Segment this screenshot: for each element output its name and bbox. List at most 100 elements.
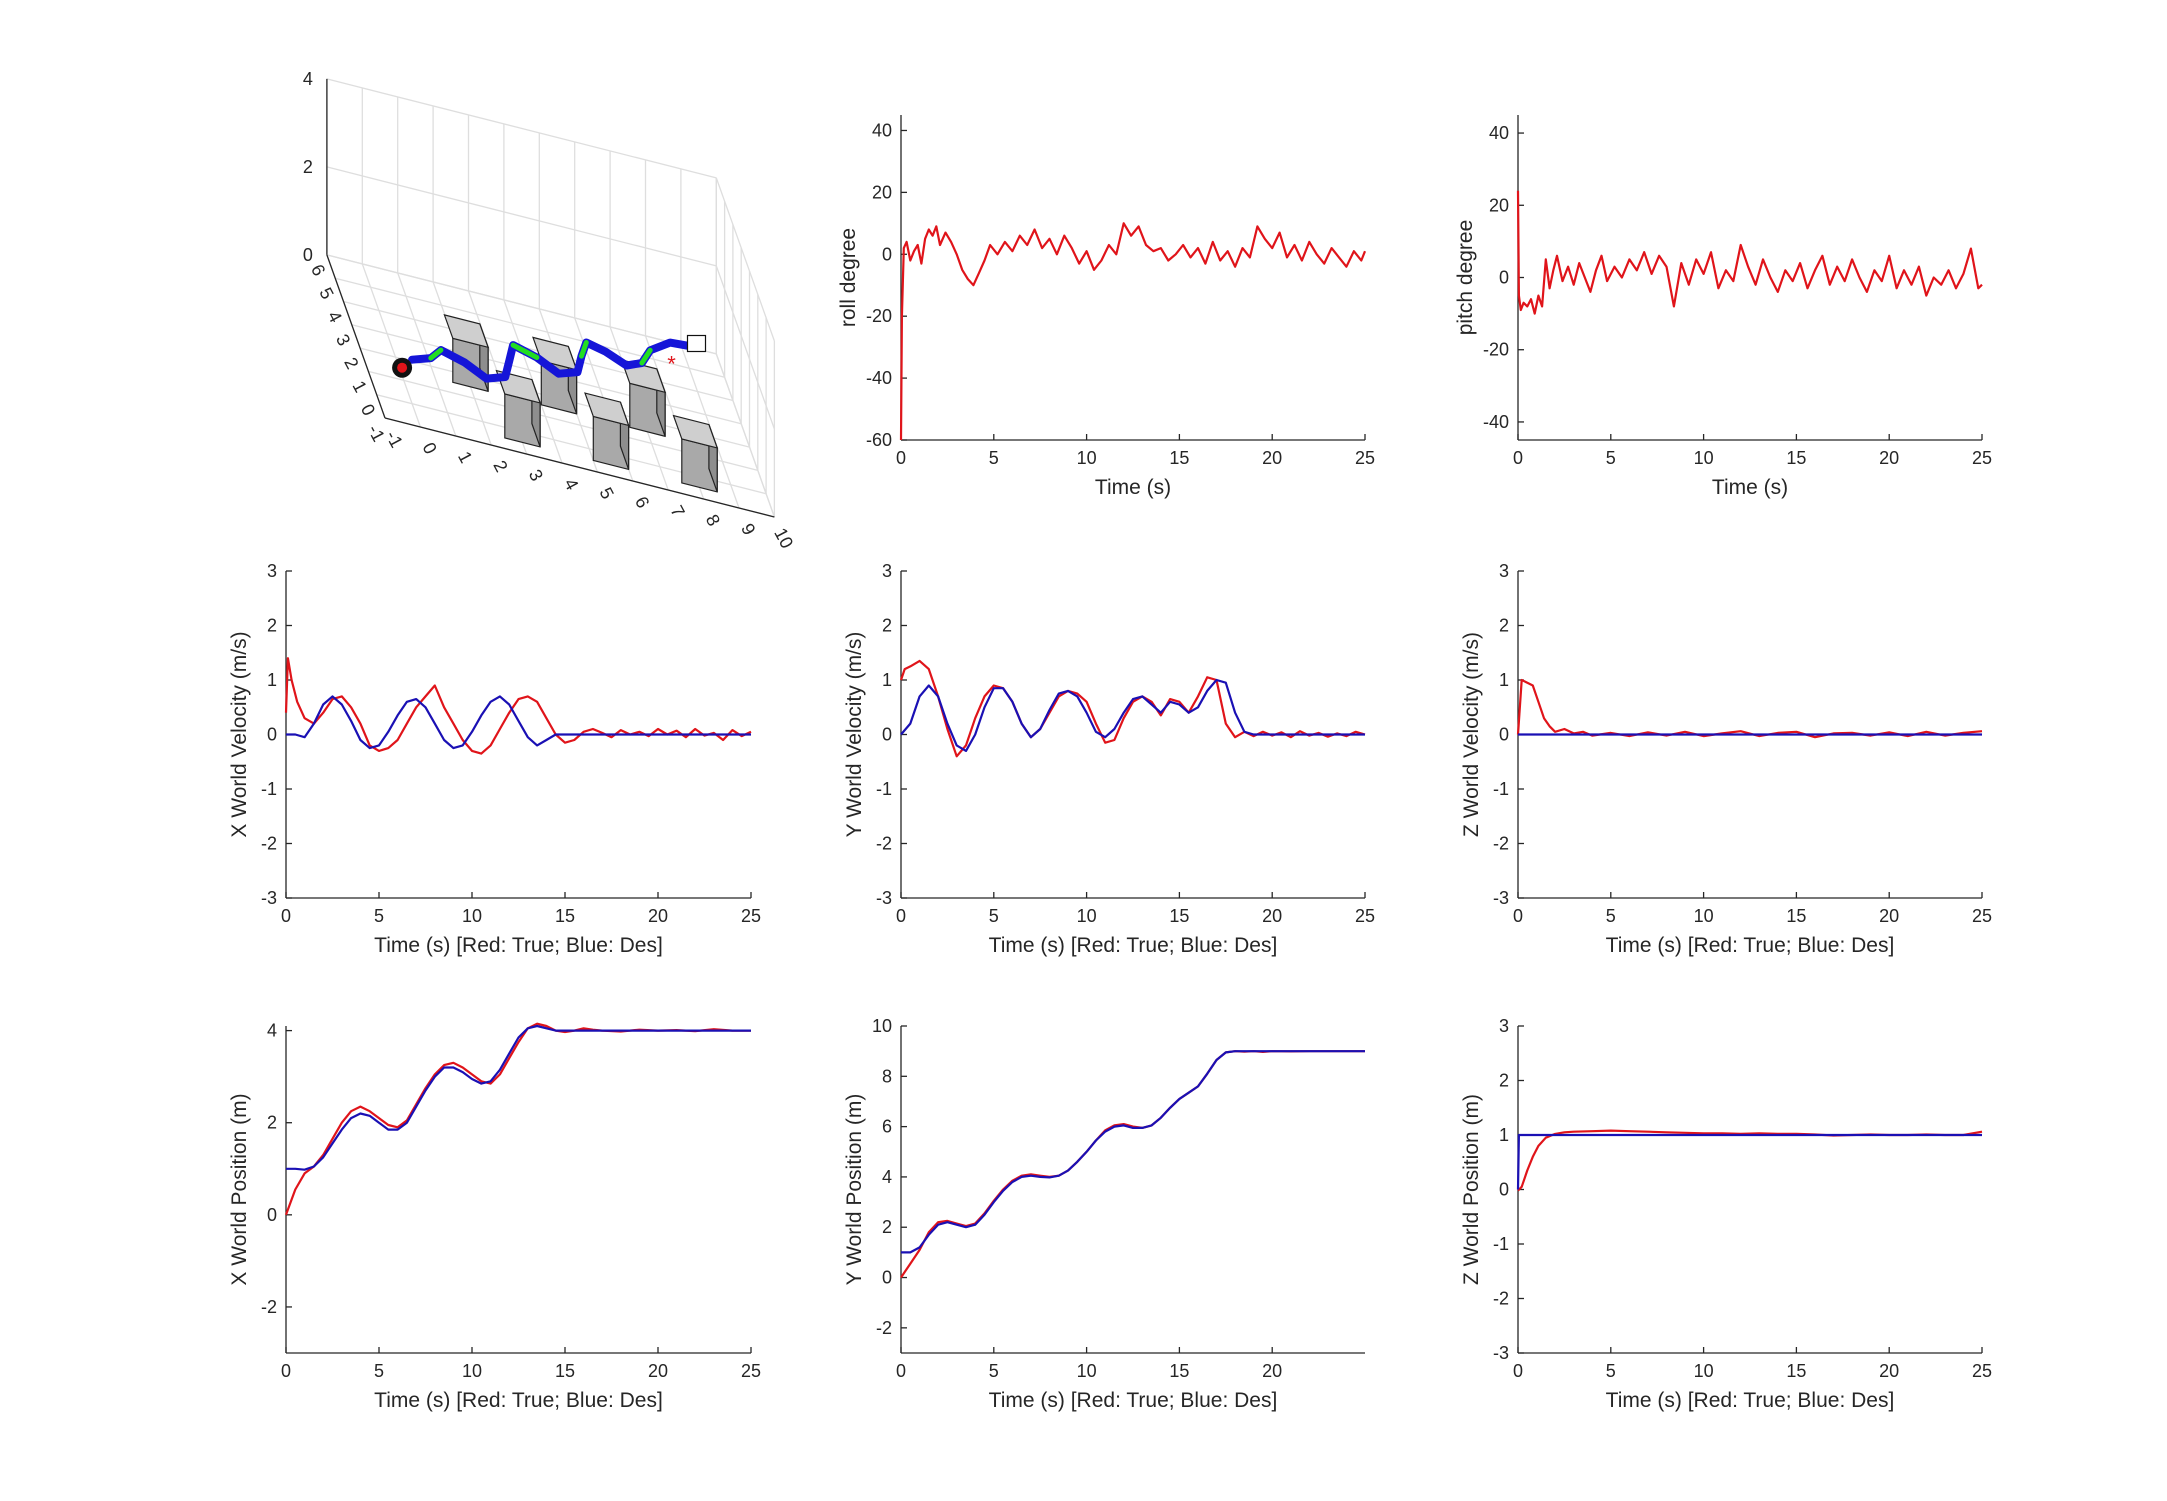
x-tick-label: 10 — [462, 1361, 482, 1381]
y-tick-label: 2 — [1499, 1071, 1509, 1091]
x-tick-label: 20 — [1262, 906, 1282, 926]
y-tick-label: 20 — [872, 182, 892, 202]
series-line-desired — [286, 1024, 751, 1171]
y-axis-label: Z World Position (m) — [1460, 1094, 1483, 1285]
y-tick-label: -2 — [1493, 1289, 1509, 1309]
y-tick-label: 1 — [1499, 670, 1509, 690]
y-tick-label: 1 — [1499, 1125, 1509, 1145]
y-tick-label: 2 — [882, 616, 892, 636]
y-tick-label: 2 — [267, 616, 277, 636]
x-tick-label: 10 — [1694, 906, 1714, 926]
x-tick-label: 15 — [1169, 906, 1189, 926]
obstacle-top — [672, 414, 719, 449]
y-axis-label: Y World Position (m) — [843, 1094, 866, 1286]
grid-line — [335, 277, 725, 378]
waypoint-segment — [579, 340, 589, 359]
y-tick-label: -3 — [1493, 1343, 1509, 1363]
y-tick-label: 3 — [1499, 561, 1509, 581]
goal-box — [686, 334, 707, 353]
x-tick-label: 15 — [1169, 448, 1189, 468]
grid-line — [326, 254, 717, 355]
y-axis-label: Y World Velocity (m/s) — [843, 632, 866, 838]
x-tick-label: 5 — [989, 448, 999, 468]
x-tick-label: 5 — [315, 284, 337, 302]
y-tick-label: 2 — [267, 1113, 277, 1133]
y-tick-label: 8 — [882, 1066, 892, 1086]
y-tick-label: -40 — [1483, 412, 1509, 432]
x-tick-label: 25 — [1972, 1361, 1992, 1381]
y-tick-label: -1 — [876, 779, 892, 799]
x-tick-label: 20 — [1262, 1361, 1282, 1381]
y-tick-label: 0 — [1499, 1180, 1509, 1200]
y-tick-label: 3 — [1499, 1016, 1509, 1036]
x-tick-label: 20 — [648, 1361, 668, 1381]
series-line-true — [284, 657, 752, 755]
start-marker-core — [397, 362, 408, 373]
waypoint-segment — [639, 347, 653, 366]
y-tick-label: -60 — [866, 430, 892, 450]
y-tick-label: -2 — [261, 1297, 277, 1317]
x-tick-label: 0 — [896, 906, 906, 926]
x-tick-label: 0 — [1513, 448, 1523, 468]
grid-line — [715, 265, 776, 430]
series-line-desired — [1516, 1133, 1982, 1190]
x-tick-label: 25 — [1972, 448, 1992, 468]
chart-xvel: 0 5 10 15 20 25 -3 -2 -1 0 1 2 3 Time (s) [Red: True;… — [228, 561, 761, 957]
y-tick-label: 4 — [560, 475, 582, 493]
z-tick-label: 2 — [303, 157, 313, 177]
x-tick-label: 15 — [1786, 906, 1806, 926]
y-tick-label: 0 — [1499, 725, 1509, 745]
y-tick-label: 1 — [454, 448, 476, 466]
obstacle-top — [584, 392, 630, 427]
obstacle-top — [443, 314, 490, 349]
y-tick-label: -2 — [876, 834, 892, 854]
y-tick-label: 5 — [596, 484, 618, 502]
y-tick-label: 0 — [882, 725, 892, 745]
x-tick-label: 10 — [1077, 448, 1097, 468]
series-line-true — [284, 1022, 751, 1216]
y-tick-label: 0 — [267, 725, 277, 745]
x-axis-label: Time (s) — [1095, 476, 1171, 499]
x-tick-label: 1 — [349, 377, 371, 395]
x-tick-label: 0 — [357, 401, 379, 419]
y-axis-label: X World Velocity (m/s) — [228, 631, 251, 837]
y-tick-label: -3 — [876, 888, 892, 908]
x-axis-line — [326, 254, 386, 419]
x-axis-label: Time (s) [Red: True; Blue: Des] — [989, 1389, 1278, 1412]
series-line-true — [900, 1050, 1365, 1279]
y-tick-label: 0 — [419, 439, 441, 457]
x-tick-label: 20 — [1262, 448, 1282, 468]
x-tick-label: 25 — [1355, 448, 1375, 468]
y-tick-label: 9 — [737, 520, 759, 538]
grid-line — [361, 263, 422, 428]
y-axis-label: X World Position (m) — [228, 1093, 251, 1285]
y-tick-label: 10 — [872, 1016, 892, 1036]
grid-line — [326, 166, 717, 267]
y-tick-label: 20 — [1489, 195, 1509, 215]
x-axis-label: Time (s) [Red: True; Blue: Des] — [989, 934, 1278, 957]
y-tick-label: 2 — [1499, 616, 1509, 636]
chart-roll: 0 5 10 15 20 25 -60 -40 -20 0 20 40 Time (s) roll deg… — [837, 115, 1375, 499]
waypoint-segment — [428, 347, 444, 361]
y-tick-label: 3 — [882, 561, 892, 581]
y-tick-label: -1 — [261, 779, 277, 799]
x-tick-label: 20 — [648, 906, 668, 926]
y-tick-label: -20 — [1483, 340, 1509, 360]
y-tick-label: -1 — [1493, 779, 1509, 799]
y-tick-label: 7 — [666, 502, 688, 520]
y-tick-label: 6 — [631, 493, 653, 511]
chart-zvel: 0 5 10 15 20 25 -3 -2 -1 0 1 2 3 Time (s) [Red: True;… — [1460, 561, 1992, 957]
y-tick-label: 0 — [267, 1205, 277, 1225]
x-tick-label: 10 — [1694, 1361, 1714, 1381]
x-tick-label: 25 — [741, 906, 761, 926]
x-tick-label: 0 — [1513, 1361, 1523, 1381]
x-tick-label: 25 — [1355, 906, 1375, 926]
y-tick-label: 3 — [267, 561, 277, 581]
series-line-true — [1516, 678, 1983, 739]
y-tick-label: -2 — [1493, 834, 1509, 854]
x-tick-label: 5 — [1606, 448, 1616, 468]
x-axis-label: Time (s) [Red: True; Blue: Des] — [374, 934, 663, 957]
x-tick-label: 0 — [281, 1361, 291, 1381]
y-tick-label: -3 — [261, 888, 277, 908]
